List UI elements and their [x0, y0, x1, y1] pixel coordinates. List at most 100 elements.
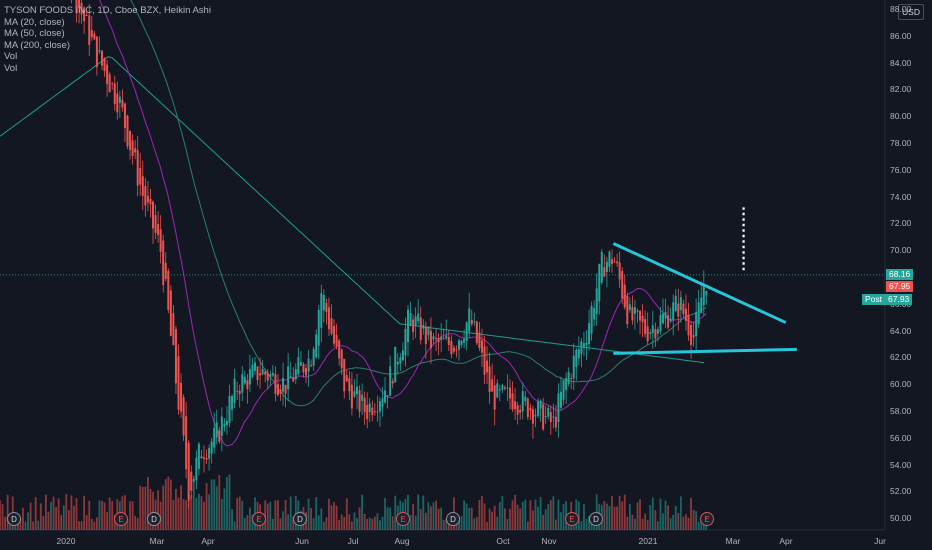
- earnings-event-marker[interactable]: E: [252, 512, 266, 526]
- candle-body: [514, 401, 517, 410]
- volume-bar: [249, 507, 251, 530]
- volume-bar: [379, 520, 381, 530]
- volume-bar: [210, 479, 213, 530]
- volume-bar: [427, 502, 430, 530]
- volume-bar: [27, 512, 29, 530]
- candle-body: [463, 338, 466, 343]
- candle-body: [95, 36, 98, 67]
- volume-bar: [481, 495, 483, 530]
- dividend-event-marker[interactable]: D: [7, 512, 21, 526]
- volume-bar: [205, 482, 208, 530]
- candle-body: [700, 297, 703, 314]
- dividend-event-marker[interactable]: D: [147, 512, 161, 526]
- candle-body: [317, 310, 320, 346]
- volume-bar: [55, 506, 57, 530]
- candle-body: [496, 383, 499, 398]
- candle-body: [582, 343, 585, 348]
- time-tick: Mar: [725, 536, 741, 546]
- price-tick: 70.00: [890, 245, 912, 256]
- volume-bar: [628, 503, 631, 530]
- earnings-event-marker[interactable]: E: [565, 512, 579, 526]
- legend-vol-2[interactable]: Vol: [4, 62, 18, 74]
- legend-title[interactable]: TYSON FOODS INC, 1D, Cboe BZX, Heikin As…: [4, 5, 211, 16]
- volume-bar: [218, 475, 221, 530]
- earnings-event-marker[interactable]: E: [114, 512, 128, 526]
- volume-bar: [463, 500, 465, 530]
- legend-ma50[interactable]: MA (50, close): [4, 28, 65, 39]
- candle-body: [577, 349, 580, 359]
- currency-button[interactable]: USD: [898, 4, 924, 20]
- candle-body: [228, 396, 231, 423]
- candle-body: [320, 293, 323, 328]
- volume-bar: [236, 498, 239, 530]
- price-tick: 80.00: [890, 111, 912, 122]
- legend-ma20[interactable]: MA (20, close): [4, 16, 65, 28]
- price-tick: 60.00: [890, 379, 912, 390]
- candle-body: [697, 302, 700, 325]
- volume-bar: [322, 521, 325, 530]
- volume-bar: [292, 516, 295, 530]
- volume-bar: [549, 500, 552, 530]
- volume-bar: [345, 498, 348, 530]
- candle-body: [269, 374, 272, 377]
- volume-bar: [583, 504, 585, 530]
- candle-body: [488, 366, 491, 393]
- legend: TYSON FOODS INC, 1D, Cboe BZX, Heikin As…: [4, 5, 211, 74]
- volume-bar: [320, 508, 323, 530]
- candle-body: [106, 64, 109, 85]
- candle-body: [287, 366, 290, 390]
- candle-body: [78, 0, 81, 8]
- volume-bar: [45, 494, 47, 530]
- volume-bar: [384, 498, 386, 530]
- volume-bar: [529, 500, 532, 530]
- candle-body: [526, 398, 529, 418]
- earnings-event-marker[interactable]: E: [396, 512, 410, 526]
- volume-bar: [544, 509, 547, 530]
- volume-bar: [93, 521, 96, 530]
- candle-body: [356, 386, 358, 394]
- candle-body: [302, 363, 305, 373]
- dividend-event-marker[interactable]: D: [446, 512, 460, 526]
- candle-body: [259, 373, 262, 376]
- candle-body: [146, 195, 149, 203]
- volume-bar: [19, 517, 22, 530]
- volume-bar: [641, 518, 644, 530]
- candle-body: [289, 376, 292, 378]
- earnings-event-marker[interactable]: E: [700, 512, 714, 526]
- volume-bar: [389, 507, 392, 530]
- candle-body: [432, 336, 435, 340]
- volume-bar: [220, 499, 223, 530]
- candle-body: [570, 378, 573, 380]
- volume-bar: [47, 511, 50, 530]
- candle-body: [452, 347, 455, 352]
- candle-body: [626, 296, 629, 324]
- time-tick: Aug: [394, 536, 410, 546]
- volume-bar: [200, 496, 203, 530]
- dividend-event-marker[interactable]: D: [589, 512, 603, 526]
- legend-vol[interactable]: Vol: [4, 51, 18, 62]
- candle-body: [623, 284, 626, 308]
- volume-bar: [532, 510, 534, 530]
- legend-ma200[interactable]: MA (200, close): [4, 39, 70, 51]
- time-tick: Jun: [295, 536, 309, 546]
- volume-bar: [6, 495, 9, 530]
- price-tick: 88.00: [890, 4, 912, 14]
- volume-bar: [269, 501, 272, 530]
- volume-bar: [445, 518, 448, 530]
- volume-bar: [394, 495, 397, 530]
- position-badge[interactable]: Post 67.93: [862, 294, 913, 305]
- volume-bar: [539, 497, 542, 530]
- volume-bar: [682, 516, 685, 530]
- volume-bar: [228, 474, 231, 530]
- candle-body: [98, 50, 101, 52]
- candle-body: [307, 358, 310, 372]
- volume-bar: [368, 517, 371, 530]
- price-tick: 82.00: [890, 84, 912, 95]
- candle-body: [205, 458, 208, 460]
- candle-body: [129, 131, 132, 150]
- volume-bar: [310, 507, 312, 530]
- dividend-event-marker[interactable]: D: [293, 512, 307, 526]
- volume-bar: [57, 498, 60, 530]
